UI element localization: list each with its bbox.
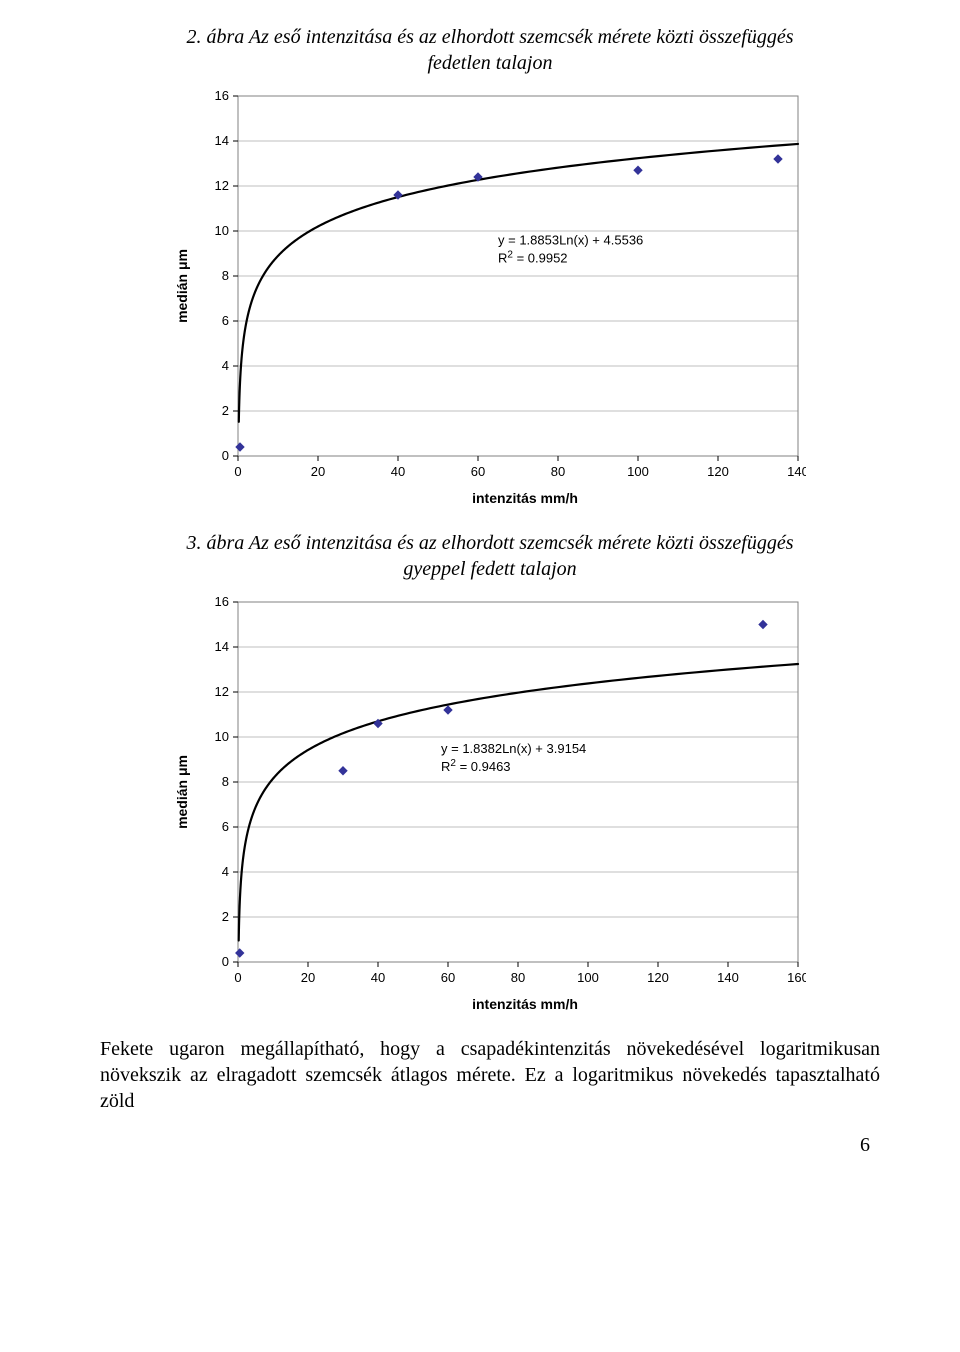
- svg-text:60: 60: [471, 464, 485, 479]
- caption-line: 3. ábra Az eső intenzitása és az elhordo…: [187, 532, 794, 554]
- svg-text:60: 60: [441, 970, 455, 985]
- svg-text:16: 16: [215, 594, 229, 609]
- svg-text:80: 80: [511, 970, 525, 985]
- svg-text:120: 120: [707, 464, 729, 479]
- svg-text:12: 12: [215, 684, 229, 699]
- svg-text:4: 4: [222, 864, 229, 879]
- chart-xlabel: intenzitás mm/h: [240, 996, 810, 1012]
- svg-text:20: 20: [301, 970, 315, 985]
- body-paragraph: Fekete ugaron megállapítható, hogy a csa…: [100, 1036, 880, 1114]
- svg-text:2: 2: [222, 909, 229, 924]
- svg-text:y = 1.8853Ln(x) + 4.5536: y = 1.8853Ln(x) + 4.5536: [498, 233, 643, 248]
- svg-text:y = 1.8382Ln(x) + 3.9154: y = 1.8382Ln(x) + 3.9154: [441, 741, 586, 756]
- svg-text:80: 80: [551, 464, 565, 479]
- svg-text:160: 160: [787, 970, 806, 985]
- svg-text:0: 0: [222, 448, 229, 463]
- svg-text:14: 14: [215, 639, 229, 654]
- svg-text:6: 6: [222, 819, 229, 834]
- figure-3-caption: 3. ábra Az eső intenzitása és az elhordo…: [100, 530, 880, 582]
- page-number: 6: [100, 1134, 880, 1157]
- figure-3-chart: medián μm 0 20 40 60 80 100 120 140 160 0 2 4 6 8 10 12…: [170, 594, 810, 1012]
- svg-text:8: 8: [222, 774, 229, 789]
- svg-text:40: 40: [391, 464, 405, 479]
- chart-ylabel: medián μm: [170, 755, 198, 829]
- svg-text:6: 6: [222, 313, 229, 328]
- svg-text:12: 12: [215, 178, 229, 193]
- caption-line: fedetlen talajon: [428, 52, 553, 74]
- svg-text:100: 100: [577, 970, 599, 985]
- svg-text:8: 8: [222, 268, 229, 283]
- chart-ylabel: medián μm: [170, 249, 198, 323]
- document-page: 2. ábra Az eső intenzitása és az elhordo…: [0, 0, 960, 1177]
- svg-text:10: 10: [215, 729, 229, 744]
- chart-xlabel: intenzitás mm/h: [240, 490, 810, 506]
- svg-text:120: 120: [647, 970, 669, 985]
- svg-text:0: 0: [234, 464, 241, 479]
- figure-2-caption: 2. ábra Az eső intenzitása és az elhordo…: [100, 24, 880, 76]
- svg-text:40: 40: [371, 970, 385, 985]
- svg-text:16: 16: [215, 88, 229, 103]
- svg-text:4: 4: [222, 358, 229, 373]
- svg-text:0: 0: [234, 970, 241, 985]
- svg-text:100: 100: [627, 464, 649, 479]
- caption-line: gyeppel fedett talajon: [403, 558, 576, 580]
- chart-svg: 0 20 40 60 80 100 120 140 160 0 2 4 6 8 10 12 14 16 y = 1.…: [198, 594, 806, 990]
- svg-text:14: 14: [215, 133, 229, 148]
- caption-line: 2. ábra Az eső intenzitása és az elhordo…: [187, 26, 794, 48]
- svg-text:0: 0: [222, 954, 229, 969]
- chart-svg: 0 20 40 60 80 100 120 140 0 2 4 6 8 10 12 14 16 y = 1.885…: [198, 88, 806, 484]
- figure-2-chart: medián μm 0 20 40 60 80 100 120 140 0 2 4 6 8 10 12 14 1…: [170, 88, 810, 506]
- svg-text:140: 140: [787, 464, 806, 479]
- svg-text:140: 140: [717, 970, 739, 985]
- svg-text:20: 20: [311, 464, 325, 479]
- svg-text:2: 2: [222, 403, 229, 418]
- svg-text:10: 10: [215, 223, 229, 238]
